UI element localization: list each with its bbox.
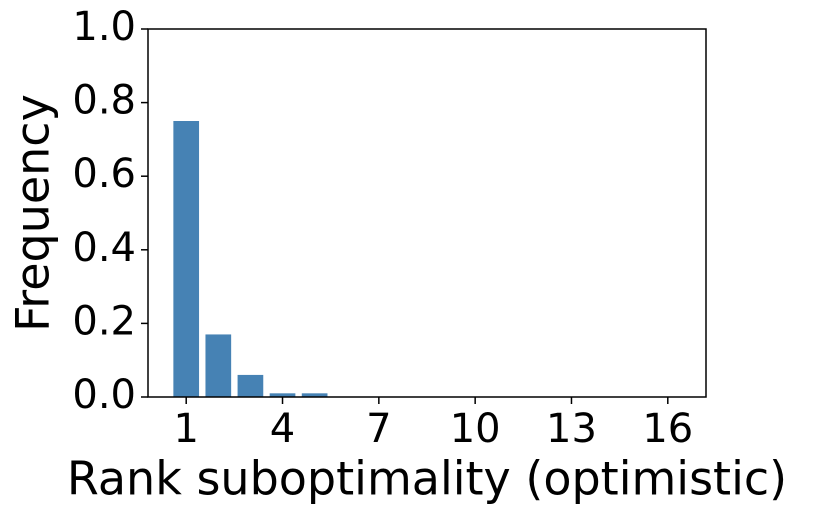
y-tick-label: 1.0 bbox=[72, 4, 136, 50]
y-tick-label: 0.2 bbox=[72, 298, 136, 344]
bar bbox=[269, 393, 296, 397]
y-tick-label: 0.4 bbox=[72, 225, 136, 271]
x-tick-label: 16 bbox=[642, 406, 693, 452]
bar bbox=[237, 374, 264, 397]
plot-frame bbox=[147, 28, 707, 398]
x-axis-label: Rank suboptimality (optimistic) bbox=[67, 452, 787, 506]
x-tick-label: 7 bbox=[366, 406, 391, 452]
y-tick-label: 0.8 bbox=[72, 78, 136, 124]
y-tick-label: 0.6 bbox=[72, 151, 136, 197]
x-tick-label: 4 bbox=[270, 406, 295, 452]
x-tick-label: 1 bbox=[173, 406, 198, 452]
y-axis-label: Frequency bbox=[6, 94, 60, 332]
bar bbox=[205, 334, 232, 397]
bar bbox=[301, 393, 328, 397]
bar bbox=[173, 121, 200, 397]
y-tick-label: 0.0 bbox=[72, 372, 136, 418]
x-tick-label: 13 bbox=[546, 406, 597, 452]
x-tick-label: 10 bbox=[450, 406, 501, 452]
